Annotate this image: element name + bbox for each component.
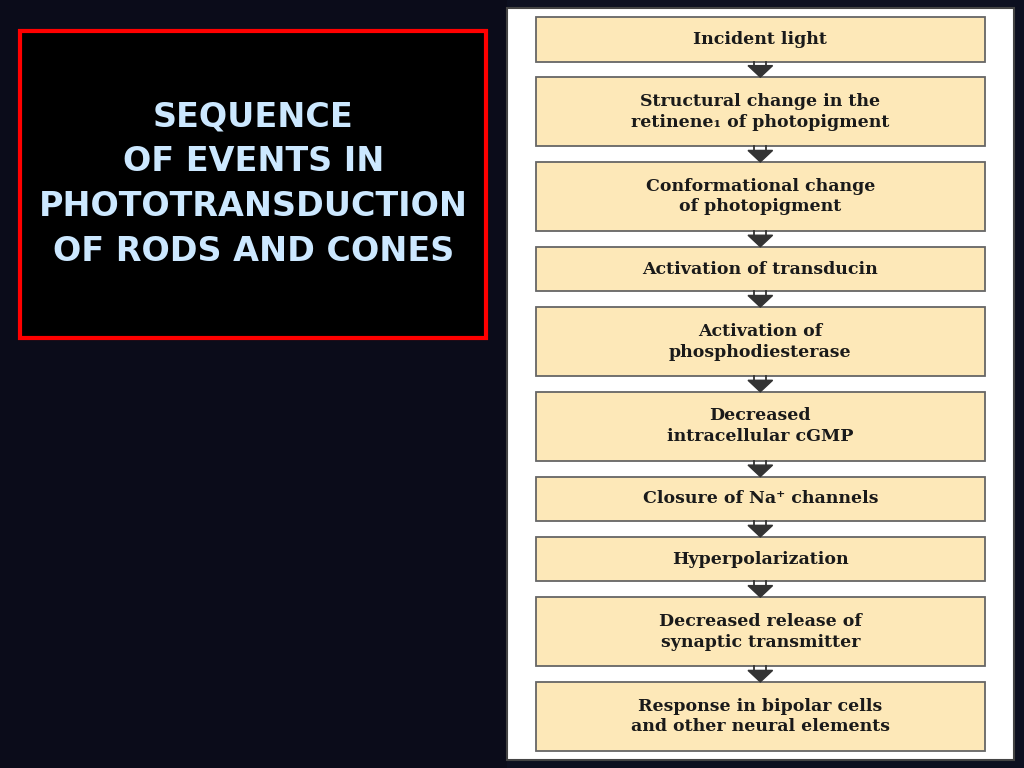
Polygon shape	[748, 235, 772, 247]
Text: Hyperpolarization: Hyperpolarization	[672, 551, 849, 568]
FancyBboxPatch shape	[536, 392, 985, 461]
Polygon shape	[748, 670, 772, 682]
Polygon shape	[748, 65, 772, 77]
Polygon shape	[748, 465, 772, 477]
Text: Decreased
intracellular cGMP: Decreased intracellular cGMP	[667, 408, 854, 445]
Text: Incident light: Incident light	[693, 31, 827, 48]
Polygon shape	[748, 151, 772, 162]
Text: Structural change in the
retinene₁ of photopigment: Structural change in the retinene₁ of ph…	[631, 93, 890, 131]
Text: Response in bipolar cells
and other neural elements: Response in bipolar cells and other neur…	[631, 697, 890, 736]
FancyBboxPatch shape	[536, 247, 985, 291]
Text: Conformational change
of photopigment: Conformational change of photopigment	[646, 177, 874, 216]
Text: SEQUENCE
OF EVENTS IN
PHOTOTRANSDUCTION
OF RODS AND CONES: SEQUENCE OF EVENTS IN PHOTOTRANSDUCTION …	[39, 101, 468, 268]
FancyBboxPatch shape	[536, 307, 985, 376]
Text: Closure of Na⁺ channels: Closure of Na⁺ channels	[643, 491, 878, 508]
FancyBboxPatch shape	[536, 17, 985, 61]
FancyBboxPatch shape	[536, 162, 985, 231]
FancyBboxPatch shape	[536, 598, 985, 667]
Polygon shape	[748, 525, 772, 537]
Text: Decreased release of
synaptic transmitter: Decreased release of synaptic transmitte…	[658, 613, 862, 650]
FancyBboxPatch shape	[536, 682, 985, 751]
FancyBboxPatch shape	[0, 0, 507, 768]
Text: Activation of transducin: Activation of transducin	[642, 260, 879, 277]
FancyBboxPatch shape	[536, 537, 985, 581]
FancyBboxPatch shape	[536, 77, 985, 147]
FancyBboxPatch shape	[536, 477, 985, 521]
FancyBboxPatch shape	[20, 31, 486, 338]
Polygon shape	[748, 380, 772, 392]
Polygon shape	[748, 586, 772, 598]
Polygon shape	[748, 296, 772, 307]
Text: Activation of
phosphodiesterase: Activation of phosphodiesterase	[669, 323, 852, 360]
FancyBboxPatch shape	[507, 8, 1014, 760]
